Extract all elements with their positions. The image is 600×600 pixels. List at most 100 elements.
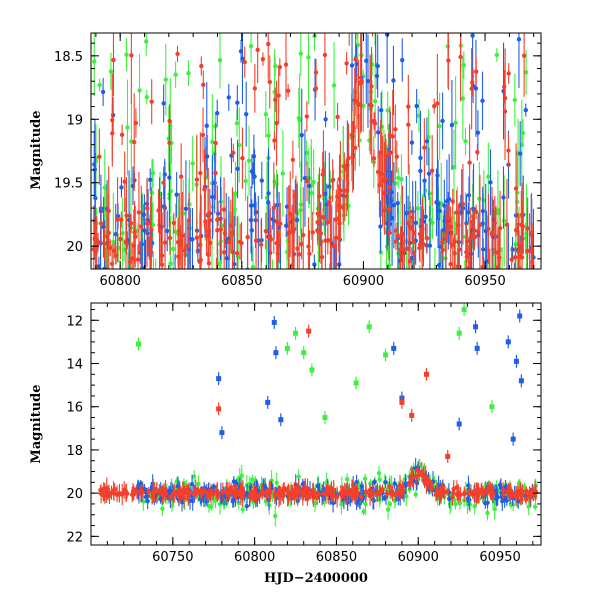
data-point: [323, 117, 328, 122]
data-point: [371, 156, 377, 161]
data-point: [427, 243, 433, 248]
outlier-point: [461, 306, 467, 312]
data-point: [456, 273, 460, 277]
data-point: [287, 327, 291, 331]
data-point: [214, 489, 219, 494]
data-point: [234, 250, 240, 256]
outlier-point: [271, 319, 277, 325]
data-point: [474, 491, 479, 496]
data-point: [331, 243, 336, 249]
data-point: [440, 247, 446, 253]
data-point: [510, 491, 515, 497]
data-point: [446, 216, 451, 221]
data-point: [131, 487, 137, 493]
data-point: [242, 312, 246, 316]
data-point: [104, 234, 110, 239]
data-point: [437, 124, 442, 129]
data-point: [423, 188, 428, 193]
data-point: [514, 269, 518, 273]
data-point: [509, 257, 514, 262]
data-point: [467, 160, 472, 165]
data-point: [106, 490, 112, 495]
data-point: [406, 482, 412, 487]
data-point: [245, 234, 250, 240]
outlier-point: [517, 313, 523, 319]
data-point: [378, 224, 383, 229]
data-point: [398, 490, 403, 496]
data-point: [350, 154, 355, 160]
data-point: [163, 77, 168, 82]
data-point: [233, 191, 238, 196]
data-point: [252, 174, 257, 179]
data-point: [454, 210, 459, 215]
data-point: [253, 238, 259, 243]
data-point: [507, 288, 511, 292]
data-point: [276, 488, 282, 493]
data-point: [446, 58, 451, 63]
data-point: [171, 246, 176, 252]
data-point: [524, 488, 529, 494]
data-point: [235, 100, 240, 105]
data-point: [212, 297, 216, 301]
data-point: [312, 500, 318, 506]
data-point: [373, 12, 377, 16]
data-point: [129, 53, 134, 58]
data-point: [506, 270, 510, 274]
data-point: [415, 206, 421, 211]
data-point: [495, 250, 501, 255]
data-point: [503, 484, 508, 490]
data-point: [167, 118, 172, 124]
data-point: [231, 497, 236, 503]
data-point: [400, 231, 405, 237]
data-point: [144, 39, 149, 44]
data-point: [286, 282, 290, 286]
data-point: [527, 492, 532, 498]
data-point: [460, 96, 466, 101]
y-tick-label: 18: [66, 444, 83, 459]
data-point: [340, 205, 346, 210]
data-point: [204, 499, 210, 504]
data-point: [359, 494, 364, 500]
data-point: [132, 230, 137, 235]
data-point: [185, 491, 190, 496]
data-point: [139, 224, 144, 229]
data-point: [299, 132, 304, 138]
data-point: [186, 218, 192, 223]
data-point: [234, 120, 240, 126]
data-point: [175, 51, 180, 57]
outlier-point: [513, 358, 519, 364]
data-point: [282, 486, 287, 491]
outlier-point: [456, 330, 462, 336]
y-tick-label: 19.5: [54, 177, 83, 192]
data-point: [274, 181, 279, 187]
data-point: [274, 121, 279, 126]
x-tick-label: 60800: [100, 274, 141, 289]
data-point: [146, 489, 151, 494]
data-point: [144, 206, 150, 211]
data-point: [424, 236, 430, 241]
data-point: [436, 262, 442, 268]
data-point: [525, 226, 530, 231]
data-point: [213, 170, 218, 176]
data-point: [119, 132, 125, 138]
data-point: [149, 250, 154, 255]
data-point: [93, 195, 98, 201]
data-point: [109, 261, 115, 266]
data-point: [353, 57, 358, 62]
data-point: [465, 290, 469, 294]
data-point: [160, 506, 165, 511]
data-point: [317, 212, 322, 218]
data-point: [210, 273, 214, 277]
data-point: [180, 274, 184, 278]
data-point: [332, 278, 336, 282]
data-point: [191, 491, 196, 497]
data-point: [298, 202, 304, 207]
data-point: [182, 487, 188, 492]
data-point: [183, 206, 189, 212]
data-point: [210, 194, 215, 200]
data-point: [143, 280, 147, 284]
data-point: [394, 154, 400, 159]
outlier-point: [391, 345, 397, 351]
data-point: [177, 228, 182, 233]
